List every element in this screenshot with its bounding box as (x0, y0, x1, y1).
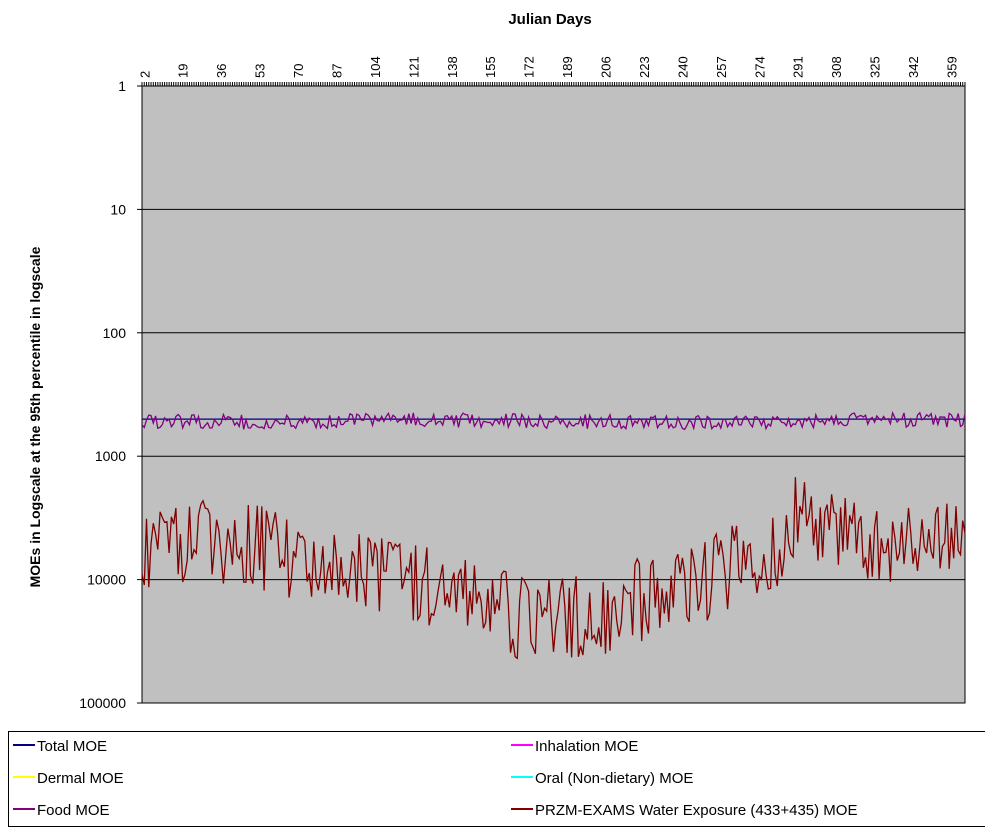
y-axis-label: MOEs in Logscale at the 95th percentile … (27, 246, 43, 587)
x-tick-label: 342 (906, 56, 921, 78)
legend-swatch (13, 776, 35, 779)
x-tick-label: 359 (944, 56, 959, 78)
x-tick-label: 291 (791, 56, 806, 78)
legend-item-inhalation: Inhalation MOE (511, 738, 638, 755)
x-tick-label: 53 (253, 64, 268, 78)
legend: Total MOE Inhalation MOE Dermal MOE Oral… (8, 731, 985, 827)
x-tick-label: 138 (445, 56, 460, 78)
y-tick-label: 1000 (95, 448, 126, 464)
x-tick-label: 274 (752, 56, 767, 78)
y-tick-label: 100 (103, 325, 127, 341)
x-tick-label: 189 (560, 56, 575, 78)
x-tick-label: 206 (599, 56, 614, 78)
x-tick-label: 240 (675, 56, 690, 78)
legend-swatch (511, 744, 533, 747)
x-tick-label: 70 (291, 64, 306, 78)
x-tick-label: 87 (329, 64, 344, 78)
series-line-4 (141, 410, 966, 431)
y-tick-label: 10 (110, 201, 126, 217)
x-tick-label: 36 (214, 64, 229, 78)
x-tick-label: 2 (137, 71, 152, 78)
x-tick-labels: 2 19 36 53 70 87 104 121 138 155 172 189 206 223 240 25… (137, 56, 959, 78)
y-tick-labels: 1 10 100 1000 10000 100000 (79, 78, 126, 711)
legend-swatch (13, 808, 35, 811)
y-tick-label: 100000 (79, 695, 126, 711)
series-lines (141, 410, 966, 660)
x-tick-label: 308 (829, 56, 844, 78)
gridlines (137, 85, 965, 704)
legend-label: Dermal MOE (37, 770, 124, 787)
x-tick-label: 121 (406, 56, 421, 78)
legend-item-dermal: Dermal MOE (13, 770, 124, 787)
legend-label: PRZM-EXAMS Water Exposure (433+435) MOE (535, 802, 858, 819)
series-line-5 (141, 477, 966, 660)
legend-swatch (13, 744, 35, 747)
y-tick-label: 1 (118, 78, 126, 94)
x-tick-label: 19 (176, 64, 191, 78)
legend-swatch (511, 808, 533, 811)
legend-label: Total MOE (37, 738, 108, 755)
y-tick-label: 10000 (87, 572, 126, 588)
x-tick-label: 257 (714, 56, 729, 78)
legend-swatch (511, 776, 533, 779)
x-tick-label: 172 (522, 56, 537, 78)
legend-label: Food MOE (37, 802, 110, 819)
x-tick-marks (141, 82, 966, 86)
x-tick-label: 155 (483, 56, 498, 78)
plot-area (141, 85, 966, 704)
chart-title: Julian Days (508, 11, 591, 28)
legend-label: Oral (Non-dietary) MOE (535, 770, 694, 787)
x-tick-label: 104 (368, 56, 383, 78)
legend-item-oral: Oral (Non-dietary) MOE (511, 770, 693, 787)
x-tick-label: 325 (868, 56, 883, 78)
legend-item-food: Food MOE (13, 802, 110, 819)
x-tick-label: 223 (637, 56, 652, 78)
legend-item-przm-water: PRZM-EXAMS Water Exposure (433+435) MOE (511, 802, 857, 819)
legend-item-total: Total MOE (13, 738, 107, 755)
legend-label: Inhalation MOE (535, 738, 639, 755)
chart: Julian Days 2 19 36 53 70 87 104 121 138 155 172 18… (27, 11, 966, 711)
